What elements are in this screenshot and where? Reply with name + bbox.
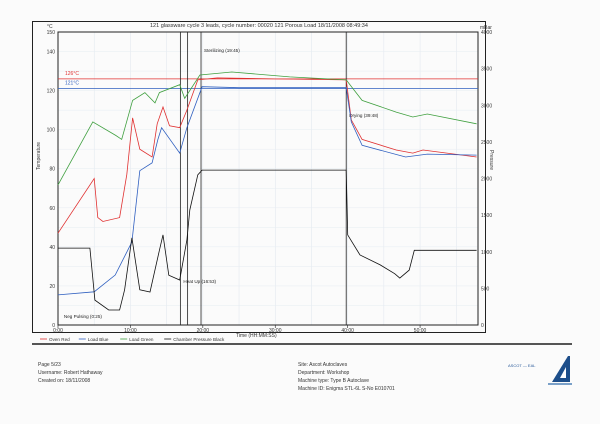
y2-tick-label: 3000 (481, 103, 492, 109)
phase-marker-label: Neg Pulsing (0:25) (64, 314, 103, 319)
footer-page: Page 5/23 (38, 362, 61, 368)
y-tick-label: 80 (49, 167, 55, 173)
phase-marker-label: Drying (39:48) (349, 113, 379, 118)
legend-label: Chamber Pressure Black (173, 337, 225, 342)
y2-tick-label: 2000 (481, 177, 492, 183)
y-tick-label: 150 (47, 30, 56, 36)
footer-machine-id: Machine ID: Enigma STL-6L S-No E010701 (298, 386, 395, 392)
series-line-oven-red (57, 77, 477, 234)
phase-marker-label: Sterilizing (19:45) (204, 48, 240, 53)
x-tick-label: 10:00 (124, 328, 137, 334)
y-tick-label: 40 (49, 245, 55, 251)
legend-label: Oven Red (49, 337, 70, 342)
y2-axis-label: Pressure (488, 150, 494, 171)
chart-title: 121 glassware cycle 3 leads, cycle numbe… (150, 23, 368, 29)
chart-frame (32, 21, 486, 333)
reference-line-label: 121°C (65, 81, 79, 87)
y2-tick-label: 1000 (481, 250, 492, 256)
y2-tick-label: 500 (481, 286, 490, 292)
series-line-load-blue (57, 86, 477, 296)
y2-tick-label: 1500 (481, 213, 492, 219)
plot-area (57, 31, 479, 326)
y2-tick-label: 4000 (481, 30, 492, 36)
reference-line-label: 126°C (65, 71, 79, 77)
phase-marker-label: Heat Up (16:53) (183, 279, 216, 284)
footer-username: Username: Robert Hathaway (38, 370, 103, 376)
x-tick-label: 0:00 (53, 328, 63, 334)
y2-tick-label: 0 (481, 323, 484, 329)
y2-tick-label: 3500 (481, 67, 492, 73)
footer-machine-type: Machine type: Type B Autoclave (298, 378, 370, 384)
y-tick-label: 60 (49, 206, 55, 212)
y-unit: °C (47, 24, 53, 30)
x-axis-label: Time (HH:MM:SS) (236, 333, 277, 339)
footer-created: Created on: 18/11/2008 (38, 378, 91, 384)
y2-unit: mBar (480, 25, 492, 31)
footer-department: Department: Workshop (298, 370, 350, 376)
x-tick-label: 40:00 (341, 328, 354, 334)
footer-site: Site: Ascot Autoclaves (298, 362, 348, 368)
y-tick-label: 20 (49, 284, 55, 290)
y-axis-label: Temperature (36, 141, 42, 170)
x-tick-label: 30:00 (269, 328, 282, 334)
y2-tick-label: 2500 (481, 140, 492, 146)
y-tick-label: 0 (52, 323, 55, 329)
footer-divider (32, 343, 572, 345)
x-tick-label: 50:00 (414, 328, 427, 334)
logo-text: ASCOT ― EAL (508, 363, 536, 368)
legend-label: Load Blue (88, 337, 109, 342)
series-line-chamber-pressure-black (58, 169, 477, 311)
series-line-load-green (57, 71, 477, 186)
y-tick-label: 140 (47, 50, 56, 56)
x-tick-label: 20:00 (197, 328, 210, 334)
legend-label: Load Green (129, 337, 154, 342)
y-tick-label: 100 (47, 128, 56, 134)
y-tick-label: 120 (47, 89, 56, 95)
